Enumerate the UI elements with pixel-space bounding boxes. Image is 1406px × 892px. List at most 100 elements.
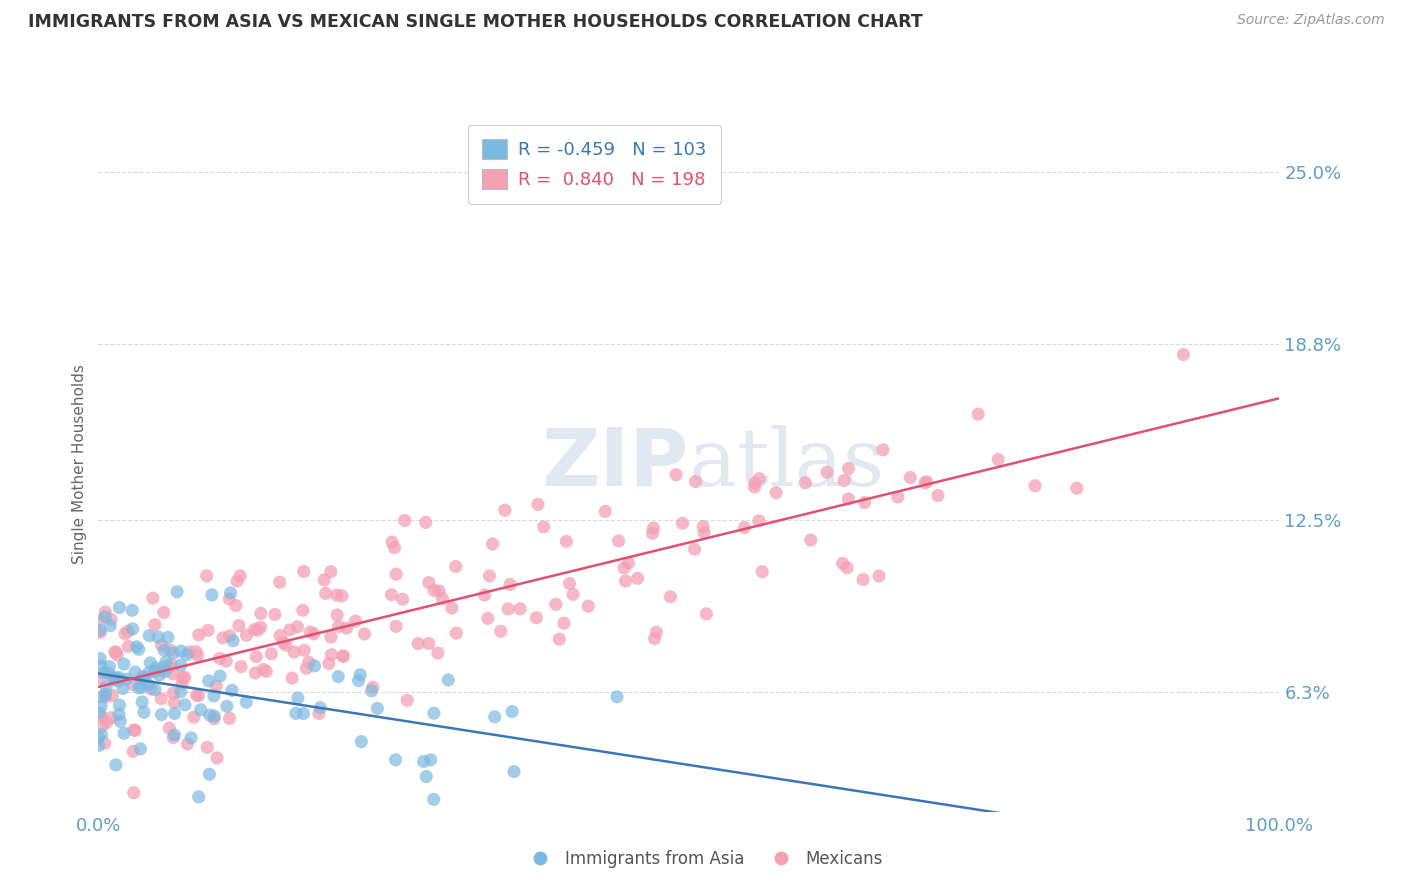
Mexicans	[396, 693, 419, 707]
Mexicans	[93, 736, 115, 750]
Mexicans	[215, 654, 238, 668]
Mexicans	[124, 723, 146, 738]
Mexicans	[415, 516, 437, 530]
Immigrants from Asia	[90, 659, 112, 673]
Mexicans	[218, 629, 240, 643]
Mexicans	[243, 623, 266, 637]
Mexicans	[153, 606, 176, 620]
Mexicans	[89, 671, 111, 685]
Mexicans	[100, 613, 122, 627]
Immigrants from Asia	[219, 586, 242, 600]
Immigrants from Asia	[366, 701, 388, 715]
Mexicans	[100, 711, 122, 725]
Mexicans	[967, 407, 990, 421]
Mexicans	[852, 573, 875, 587]
Immigrants from Asia	[284, 706, 307, 721]
Mexicans	[308, 706, 330, 721]
Text: IMMIGRANTS FROM ASIA VS MEXICAN SINGLE MOTHER HOUSEHOLDS CORRELATION CHART: IMMIGRANTS FROM ASIA VS MEXICAN SINGLE M…	[28, 13, 922, 31]
Text: Source: ZipAtlas.com: Source: ZipAtlas.com	[1237, 13, 1385, 28]
Mexicans	[101, 689, 124, 703]
Immigrants from Asia	[121, 603, 143, 617]
Immigrants from Asia	[304, 658, 326, 673]
Immigrants from Asia	[384, 753, 406, 767]
Mexicans	[494, 503, 516, 517]
Mexicans	[332, 649, 354, 664]
Mexicans	[765, 485, 787, 500]
Mexicans	[332, 649, 354, 664]
Mexicans	[187, 648, 209, 663]
Mexicans	[693, 525, 716, 540]
Mexicans	[641, 526, 664, 541]
Mexicans	[170, 677, 193, 691]
Mexicans	[103, 672, 125, 686]
Immigrants from Asia	[170, 644, 193, 658]
Mexicans	[91, 718, 114, 732]
Mexicans	[695, 607, 717, 621]
Immigrants from Asia	[121, 622, 143, 636]
Mexicans	[444, 559, 467, 574]
Mexicans	[733, 520, 755, 534]
Mexicans	[205, 679, 228, 693]
Immigrants from Asia	[349, 667, 371, 681]
Immigrants from Asia	[112, 657, 135, 671]
Mexicans	[643, 521, 665, 535]
Mexicans	[748, 514, 770, 528]
Mexicans	[524, 611, 547, 625]
Mexicans	[104, 645, 127, 659]
Immigrants from Asia	[128, 681, 150, 695]
Mexicans	[274, 638, 297, 652]
Immigrants from Asia	[132, 673, 155, 688]
Immigrants from Asia	[112, 726, 135, 740]
Mexicans	[250, 607, 273, 621]
Immigrants from Asia	[94, 687, 117, 701]
Immigrants from Asia	[98, 618, 121, 632]
Immigrants from Asia	[115, 672, 138, 686]
Immigrants from Asia	[422, 792, 444, 806]
Immigrants from Asia	[347, 673, 370, 688]
Mexicans	[129, 673, 152, 688]
Mexicans	[659, 590, 682, 604]
Mexicans	[1173, 347, 1195, 361]
Mexicans	[685, 475, 707, 489]
Mexicans	[271, 635, 294, 649]
Mexicans	[509, 601, 531, 615]
Mexicans	[558, 576, 581, 591]
Immigrants from Asia	[89, 706, 111, 720]
Mexicans	[478, 569, 501, 583]
Mexicans	[218, 711, 240, 725]
Immigrants from Asia	[202, 689, 225, 703]
Mexicans	[446, 626, 468, 640]
Mexicans	[336, 621, 359, 635]
Mexicans	[122, 723, 145, 737]
Legend: R = -0.459   N = 103, R =  0.840   N = 198: R = -0.459 N = 103, R = 0.840 N = 198	[468, 125, 721, 203]
Mexicans	[1066, 481, 1088, 495]
Immigrants from Asia	[108, 707, 131, 722]
Mexicans	[418, 575, 440, 590]
Immigrants from Asia	[90, 690, 112, 704]
Mexicans	[315, 586, 337, 600]
Mexicans	[249, 620, 271, 634]
Text: ZIP: ZIP	[541, 425, 689, 503]
Immigrants from Asia	[150, 707, 173, 722]
Mexicans	[122, 786, 145, 800]
Mexicans	[228, 618, 250, 632]
Immigrants from Asia	[136, 678, 159, 692]
Mexicans	[326, 607, 349, 622]
Immigrants from Asia	[87, 739, 110, 753]
Mexicans	[226, 574, 249, 588]
Mexicans	[295, 661, 318, 675]
Mexicans	[246, 623, 269, 637]
Mexicans	[186, 688, 208, 702]
Mexicans	[195, 740, 218, 755]
Mexicans	[105, 648, 128, 662]
Immigrants from Asia	[129, 741, 152, 756]
Mexicans	[831, 557, 853, 571]
Mexicans	[553, 616, 575, 631]
Mexicans	[208, 651, 231, 665]
Mexicans	[794, 475, 817, 490]
Immigrants from Asia	[94, 610, 117, 624]
Mexicans	[381, 535, 404, 549]
Mexicans	[139, 681, 162, 696]
Immigrants from Asia	[98, 659, 121, 673]
Immigrants from Asia	[187, 789, 209, 804]
